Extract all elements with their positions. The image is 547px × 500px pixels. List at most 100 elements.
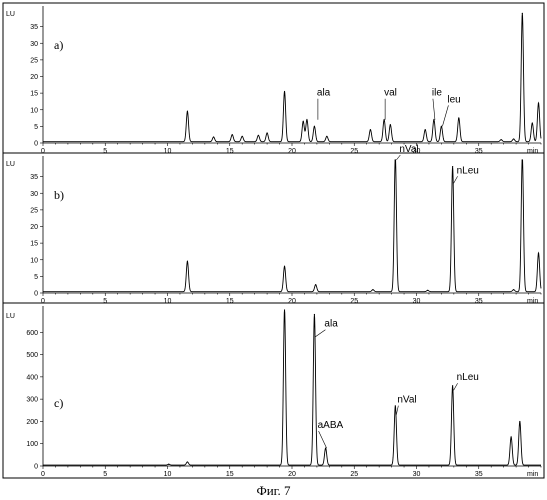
peak-point [284, 266, 285, 267]
y-tick-label: 100 [26, 441, 38, 448]
x-tick-label: 35 [475, 471, 483, 478]
peak-point [370, 129, 371, 130]
peak-point [452, 166, 453, 167]
x-tick-label: 5 [103, 148, 107, 155]
trace-line [43, 13, 541, 141]
trace-line [43, 310, 541, 465]
peak-point [433, 119, 434, 120]
x-axis-unit: min [527, 298, 538, 305]
x-tick-label: 25 [350, 471, 358, 478]
peak-point [284, 91, 285, 92]
y-tick-label: 30 [30, 41, 38, 48]
peak-point [513, 138, 514, 139]
peak-point [513, 289, 514, 290]
y-tick-label: 5 [34, 274, 38, 281]
x-tick-label: 35 [475, 298, 483, 305]
peak-point [284, 309, 285, 310]
peak-point [452, 385, 453, 386]
y-tick-label: 30 [30, 191, 38, 198]
y-tick-label: 500 [26, 352, 38, 359]
x-tick-label: 15 [226, 148, 234, 155]
peak-point [511, 436, 512, 437]
x-tick-label: 30 [413, 471, 421, 478]
x-tick-label: 25 [350, 298, 358, 305]
peak-point [384, 119, 385, 120]
peak-annotation: ile [432, 88, 442, 99]
annotation-leader [442, 105, 448, 126]
peak-point [315, 284, 316, 285]
peak-point [372, 289, 373, 290]
x-axis-unit: min [527, 148, 538, 155]
peak-point [538, 103, 539, 104]
y-tick-label: 25 [30, 207, 38, 214]
annotation-leader [454, 176, 458, 183]
y-tick-label: 15 [30, 91, 38, 98]
panel-frame [3, 3, 544, 153]
peak-point [458, 117, 459, 118]
x-tick-label: 20 [288, 148, 296, 155]
annotation-leader [315, 330, 325, 337]
peak-point [242, 136, 243, 137]
peak-point [168, 464, 169, 465]
y-axis-unit: LU [6, 313, 15, 320]
x-tick-label: 0 [41, 471, 45, 478]
x-tick-label: 20 [288, 471, 296, 478]
figure-caption: Фиг. 7 [0, 483, 547, 499]
y-tick-label: 35 [30, 24, 38, 31]
x-tick-label: 0 [41, 148, 45, 155]
peak-point [395, 405, 396, 406]
peak-point [441, 126, 442, 127]
peak-point [325, 448, 326, 449]
x-tick-label: 10 [164, 298, 172, 305]
y-tick-label: 10 [30, 107, 38, 114]
y-tick-label: 600 [26, 330, 38, 337]
panel-label: a) [54, 38, 63, 52]
x-tick-label: 30 [413, 298, 421, 305]
x-axis-unit: min [527, 471, 538, 478]
peak-annotation: nVal [399, 144, 418, 155]
y-tick-label: 35 [30, 174, 38, 181]
y-tick-label: 0 [34, 291, 38, 298]
x-tick-label: 0 [41, 298, 45, 305]
peak-point [427, 290, 428, 291]
peak-point [187, 461, 188, 462]
annotation-leader [396, 155, 400, 160]
x-tick-label: 25 [350, 148, 358, 155]
peak-point [232, 134, 233, 135]
y-axis-unit: LU [6, 161, 15, 168]
peak-point [306, 119, 307, 120]
y-tick-label: 20 [30, 224, 38, 231]
x-tick-label: 5 [103, 471, 107, 478]
y-tick-label: 0 [34, 464, 38, 471]
peak-point [522, 159, 523, 160]
y-tick-label: 20 [30, 74, 38, 81]
peak-point [213, 136, 214, 137]
y-tick-label: 15 [30, 241, 38, 248]
peak-point [390, 124, 391, 125]
peak-point [326, 136, 327, 137]
peak-annotation: ala [324, 319, 338, 330]
x-tick-label: 10 [164, 148, 172, 155]
y-tick-label: 0 [34, 141, 38, 148]
peak-point [425, 129, 426, 130]
peak-annotation: val [384, 88, 397, 99]
x-tick-label: 5 [103, 298, 107, 305]
x-tick-label: 35 [475, 148, 483, 155]
peak-point [314, 126, 315, 127]
peak-annotation: ala [317, 88, 331, 99]
y-tick-label: 25 [30, 57, 38, 64]
peak-point [532, 122, 533, 123]
peak-point [258, 135, 259, 136]
annotation-leader [319, 431, 327, 448]
peak-point [519, 421, 520, 422]
y-tick-label: 200 [26, 419, 38, 426]
peak-annotation: nLeu [457, 165, 479, 176]
peak-annotation: leu [447, 94, 460, 105]
peak-annotation: nLeu [457, 372, 479, 383]
y-tick-label: 10 [30, 257, 38, 264]
peak-point [267, 132, 268, 133]
y-tick-label: 300 [26, 397, 38, 404]
peak-annotation: nVal [397, 395, 416, 406]
panel-frame [3, 303, 544, 478]
